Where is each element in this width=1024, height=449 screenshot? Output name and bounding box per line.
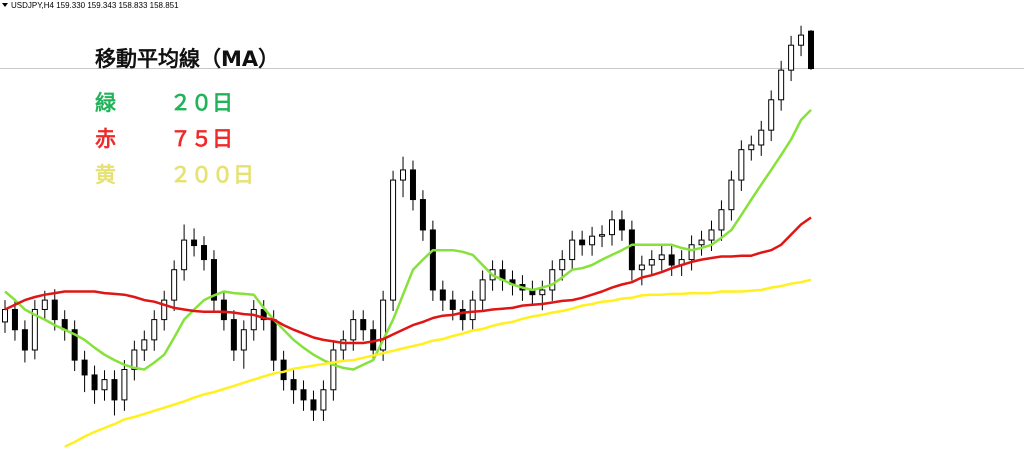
candle-body [798,34,805,46]
candle-body [171,269,178,301]
candle-body [250,308,257,331]
candle-body [738,149,745,181]
candle-body [161,299,168,321]
candle-body [41,299,48,310]
candle-body [131,349,138,370]
candle-body [51,299,58,321]
candle-body [71,329,78,361]
legend-period: ２００日 [170,163,254,187]
candle-body [728,179,735,211]
candle-body [240,329,247,351]
candle-body [608,219,615,236]
legend-label: 赤 [95,127,116,151]
candle-body [310,399,317,411]
candle-body [11,308,18,331]
candle-body [718,209,725,231]
candle-body [599,234,606,237]
ma-line [4,216,812,345]
ma-line [4,109,812,371]
candle-body [270,319,277,361]
candle-body [758,129,765,146]
legend-period: ７５日 [170,127,233,151]
candle-body [230,319,237,351]
candle-body [549,269,556,291]
candle-body [808,30,814,70]
candle-body [748,144,755,151]
candle-body [419,199,426,231]
symbol-header: USDJPY,H4 159.330 159.343 158.833 158.85… [11,1,179,10]
candle-body [559,259,566,271]
candle-body [290,379,297,391]
candle-body [788,44,795,71]
candle-body [449,299,456,310]
menu-arrow[interactable] [2,3,8,7]
candle-body [579,239,586,246]
candle-body [380,299,387,351]
candle-body [191,239,198,247]
candle-body [539,289,546,296]
candle-body [121,368,128,401]
candle-body [459,308,466,321]
candle-body [300,389,307,401]
candle-body [778,69,785,101]
candle-body [708,229,715,241]
candle-body [658,254,665,261]
chart-title: 移動平均線（MA） [95,47,279,71]
legend-label: 黄 [95,163,116,187]
candle-body [91,374,98,391]
candle-body [31,308,38,351]
candle-body [210,259,217,301]
candle-body [628,229,635,271]
candle-body [569,239,576,261]
candle-body [668,254,675,266]
candle-body [151,319,158,341]
candle-body [768,99,775,131]
candle-body [201,245,208,261]
candle-body [280,359,287,381]
candle-body [330,349,337,391]
candle-body [469,299,476,321]
candle-body [648,259,655,266]
candle-body [618,219,625,231]
candle-body [2,308,8,323]
ma-line [64,278,812,448]
candle-body [350,319,357,341]
legend-label: 緑 [95,91,117,115]
candle-body [688,244,695,261]
candle-body [220,299,227,321]
candle-body [429,229,436,291]
candle-body [181,239,188,271]
candle-body [141,339,148,351]
candle-body [439,289,446,301]
moving-averages [4,109,812,448]
candle-body [360,319,367,331]
candle-body [320,389,327,411]
candle-body [400,169,407,181]
candle-body [479,279,486,301]
candle-body [81,359,88,376]
candle-body [340,339,347,351]
candle-body [101,379,108,391]
candle-body [21,329,28,351]
legend-period: ２０日 [170,91,233,115]
candle-body [638,264,645,271]
candle-body [589,235,596,246]
candle-body [698,239,705,246]
candle-body [390,179,397,301]
candle-body [409,169,416,201]
candle-body [111,379,118,401]
